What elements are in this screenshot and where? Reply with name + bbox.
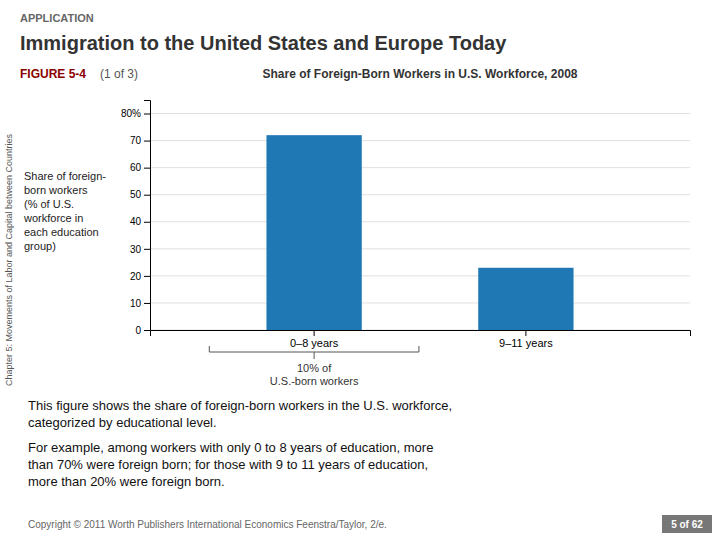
y-tick-label: 50 <box>130 189 142 200</box>
y-tick: 80% <box>121 108 150 119</box>
y-axis-line <box>144 101 151 331</box>
y-axis-title-line: born workers <box>24 184 88 196</box>
y-tick-label: 30 <box>130 244 142 255</box>
y-tick: 70 <box>130 135 150 146</box>
y-tick-mark <box>144 303 150 304</box>
app-label: APPLICATION <box>20 12 94 24</box>
brace-line <box>209 346 210 352</box>
bar <box>266 135 361 330</box>
y-axis-title-line: (% of U.S. <box>24 198 74 210</box>
caption: For example, among workers with only 0 t… <box>28 440 433 489</box>
y-axis-title-line: group) <box>24 240 56 252</box>
grid-line <box>150 248 690 249</box>
y-tick-mark <box>144 168 150 169</box>
grid-line <box>150 194 690 195</box>
brace-line <box>314 352 315 359</box>
subtitle: Share of Foreign-Born Workers in U.S. Wo… <box>263 67 578 81</box>
y-tick-mark <box>144 141 150 142</box>
x-tick-label: 0–8 years <box>290 337 339 349</box>
brace-text: U.S.-born workers <box>270 375 359 387</box>
grid-line <box>150 275 690 276</box>
y-tick: 60 <box>130 162 150 173</box>
brace <box>209 346 419 359</box>
y-tick-mark <box>144 114 150 115</box>
y-tick: 30 <box>130 244 150 255</box>
x-axis: 0–8 years 9–11 years <box>151 330 691 349</box>
y-tick-label: 40 <box>130 216 142 227</box>
bars <box>266 135 573 330</box>
bar <box>478 268 573 330</box>
y-tick-label: 80% <box>121 108 141 119</box>
figure-label: FIGURE 5-4 <box>20 67 86 81</box>
y-tick: 20 <box>130 271 150 282</box>
caption: This figure shows the share of foreign-b… <box>28 398 452 430</box>
y-tick: 10 <box>130 298 150 309</box>
brace-line <box>418 346 419 352</box>
y-axis: 0 10 20 30 40 50 60 70 80% <box>121 101 151 336</box>
caption-line: categorized by educational level. <box>28 415 217 430</box>
y-tick-label: 0 <box>135 325 141 336</box>
y-axis-title-line: Share of foreign- <box>24 170 106 182</box>
x-tick-mark <box>314 330 315 336</box>
x-tick: 0–8 years <box>290 330 339 349</box>
x-tick-label: 9–11 years <box>499 337 553 349</box>
grid-line <box>150 113 690 114</box>
y-tick-mark <box>144 195 150 196</box>
x-tick: 9–11 years <box>499 330 553 349</box>
grid <box>150 114 690 330</box>
y-tick-mark <box>144 276 150 277</box>
grid-line <box>150 302 690 303</box>
y-tick-label: 60 <box>130 162 142 173</box>
chart-svg: APPLICATION Immigration to the United Sta… <box>0 0 720 540</box>
chart-container: APPLICATION Immigration to the United Sta… <box>0 0 720 540</box>
grid-line <box>150 167 690 168</box>
brace-text: 10% of <box>297 362 332 374</box>
y-tick: 50 <box>130 189 150 200</box>
grid-line <box>150 140 690 141</box>
caption-line: more than 20% were foreign born. <box>28 474 225 489</box>
caption-line: This figure shows the share of foreign-b… <box>28 398 452 413</box>
y-axis-title-line: each education <box>24 226 99 238</box>
side-label: Chapter 5: Movements of Labor and Capita… <box>4 133 14 386</box>
footer-page: 5 of 62 <box>671 519 703 530</box>
caption-line: For example, among workers with only 0 t… <box>28 440 433 455</box>
y-tick-mark <box>144 330 150 331</box>
caption-line: than 70% were foreign born; for those wi… <box>28 457 428 472</box>
y-axis-title: Share of foreign-born workers (% of U.S. w… <box>23 170 106 252</box>
y-tick-label: 10 <box>130 298 142 309</box>
grid-line <box>150 221 690 222</box>
x-axis-line <box>151 331 691 337</box>
y-tick-mark <box>144 249 150 250</box>
y-tick-label: 20 <box>130 271 142 282</box>
page-box <box>662 515 712 533</box>
figure-label-suffix: (1 of 3) <box>100 67 138 81</box>
title: Immigration to the United States and Eur… <box>20 32 507 54</box>
y-tick: 0 <box>135 325 150 336</box>
y-tick-mark <box>144 222 150 223</box>
y-axis-title-line: workforce in <box>23 212 83 224</box>
footer-copyright: Copyright © 2011 Worth Publishers Intern… <box>28 519 387 530</box>
y-tick: 40 <box>130 216 150 227</box>
y-tick-label: 70 <box>130 135 142 146</box>
x-tick-mark <box>525 330 526 336</box>
